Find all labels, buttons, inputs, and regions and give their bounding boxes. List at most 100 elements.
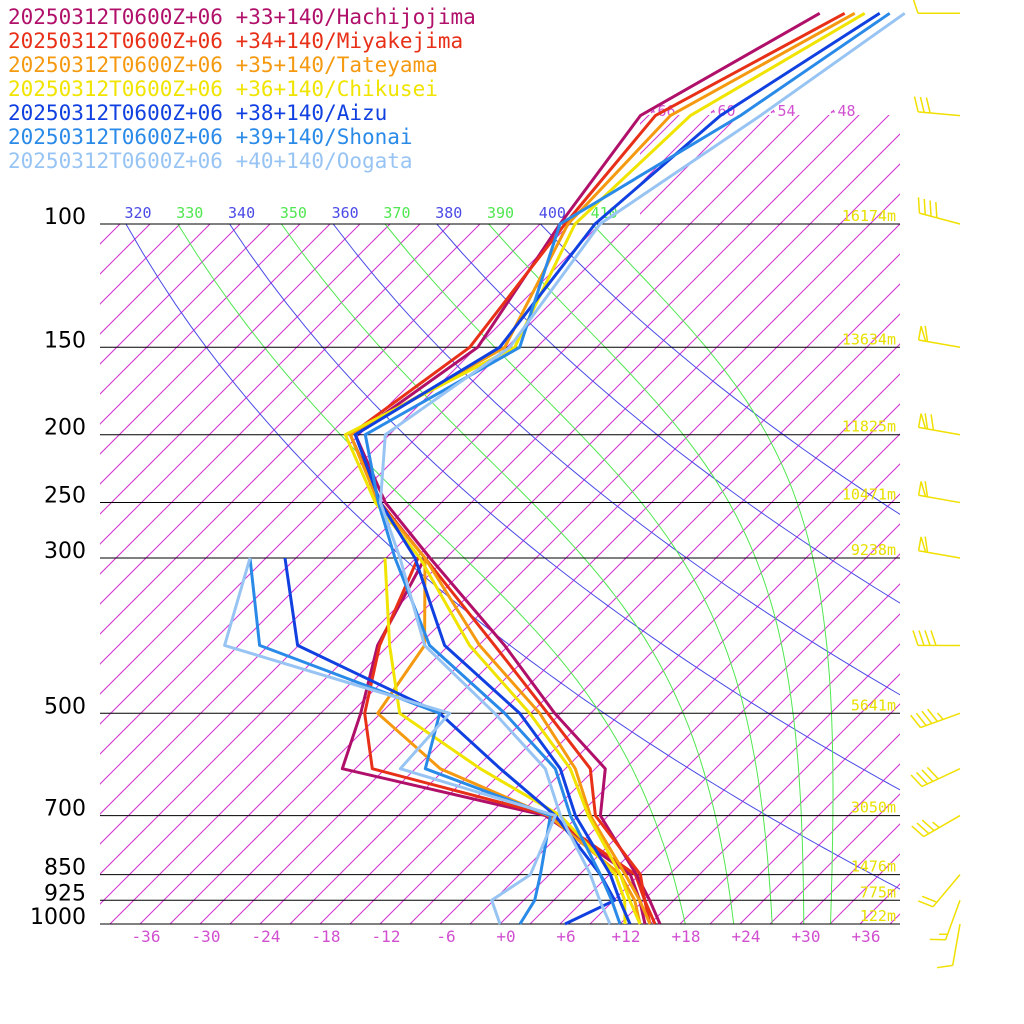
isotherm xyxy=(409,115,900,924)
y-tick-label: 850 xyxy=(44,856,86,881)
x-tick-label: +24 xyxy=(732,927,761,946)
x-tick-label: +18 xyxy=(672,927,701,946)
wind-barb xyxy=(917,536,961,559)
x-tick-label: -12 xyxy=(372,927,401,946)
wind-barb xyxy=(918,874,961,908)
isotherm xyxy=(499,115,900,924)
isotherm xyxy=(100,115,855,924)
x-tick-label: -18 xyxy=(312,927,341,946)
height-label: 775m xyxy=(860,883,896,901)
legend-entry: 20250312T0600Z+06 +36+140/Chikusei xyxy=(8,77,438,101)
isotherm xyxy=(100,115,900,924)
height-label: 3050m xyxy=(851,799,896,817)
legend-entry: 20250312T0600Z+06 +38+140/Aizu xyxy=(8,101,387,125)
x-tick-label: +36 xyxy=(852,927,881,946)
dry-adiabat-label: 360 xyxy=(332,204,359,222)
isotherm xyxy=(679,115,900,924)
wind-barb xyxy=(917,413,961,436)
isotherm xyxy=(100,115,795,924)
y-tick-label: 700 xyxy=(44,797,86,822)
y-tick-label: 925 xyxy=(44,881,86,906)
isotherm xyxy=(439,115,900,924)
height-label: 10471m xyxy=(842,486,896,504)
x-tick-label: +0 xyxy=(496,927,515,946)
wind-barb xyxy=(913,96,961,117)
dry-adiabat-label: 380 xyxy=(435,204,462,222)
dry-adiabat-label: 400 xyxy=(539,204,566,222)
isotherm xyxy=(529,115,900,924)
legend-entry: 20250312T0600Z+06 +39+140/Shonai xyxy=(8,125,413,149)
temperature-line xyxy=(353,11,821,925)
x-tick-label: -30 xyxy=(192,927,221,946)
isotherm xyxy=(889,115,900,924)
isotherm-label: -60 xyxy=(708,102,735,120)
y-tick-label: 250 xyxy=(44,484,86,509)
height-label: 16174m xyxy=(842,207,896,225)
wind-barb xyxy=(912,0,961,15)
isotherm xyxy=(829,115,900,924)
legend-entry: 20250312T0600Z+06 +40+140/Oogata xyxy=(8,149,413,173)
isotherm-tick xyxy=(770,109,775,114)
isotherm xyxy=(100,115,900,924)
isotherm-tick xyxy=(650,109,655,114)
dewpoint-line xyxy=(376,557,642,925)
x-tick-label: +12 xyxy=(612,927,641,946)
isotherm xyxy=(169,115,900,924)
temperature-line xyxy=(353,12,881,925)
wind-barb xyxy=(911,814,961,838)
height-label: 1476m xyxy=(851,858,896,876)
dewpoint-line xyxy=(383,557,627,925)
isotherm-tick xyxy=(830,109,835,114)
height-label: 11825m xyxy=(842,418,896,436)
isotherm-label: -54 xyxy=(768,102,795,120)
isotherm xyxy=(649,115,900,924)
dewpoint-line xyxy=(283,557,617,926)
legend-entry: 20250312T0600Z+06 +35+140/Tateyama xyxy=(8,53,438,77)
wind-barb xyxy=(910,708,961,729)
height-label: 13634m xyxy=(842,330,896,348)
isotherm xyxy=(469,115,900,924)
y-tick-label: 300 xyxy=(44,539,86,564)
isotherm xyxy=(739,115,900,924)
height-label: 122m xyxy=(860,907,896,925)
moist-adiabat xyxy=(177,224,686,924)
legend-entry: 20250312T0600Z+06 +33+140/Hachijojima xyxy=(8,5,476,29)
isotherm xyxy=(769,115,900,924)
moist-adiabat-label: 370 xyxy=(383,204,410,222)
isotherm xyxy=(589,115,900,924)
isotherm xyxy=(100,115,900,924)
y-tick-label: 1000 xyxy=(30,905,86,930)
y-tick-label: 500 xyxy=(44,694,86,719)
legend-entry: 20250312T0600Z+06 +34+140/Miyakejima xyxy=(8,29,463,53)
moist-adiabat xyxy=(591,224,834,924)
isotherm xyxy=(139,115,900,924)
isotherm xyxy=(379,115,900,924)
isotherm xyxy=(559,115,900,924)
moist-adiabat-label: 330 xyxy=(176,204,203,222)
moist-adiabat xyxy=(280,224,735,924)
dewpoint-line xyxy=(248,557,552,925)
wind-barb xyxy=(912,630,961,647)
moist-adiabat-label: 350 xyxy=(280,204,307,222)
y-tick-label: 150 xyxy=(44,328,86,353)
height-label: 9238m xyxy=(851,541,896,559)
x-tick-label: -36 xyxy=(132,927,161,946)
dry-adiabat xyxy=(540,224,900,515)
isotherm xyxy=(100,115,885,924)
y-tick-label: 100 xyxy=(44,205,86,230)
isotherm-label: -48 xyxy=(828,102,855,120)
x-tick-label: -6 xyxy=(436,927,455,946)
isotherm xyxy=(319,115,900,924)
isotherm xyxy=(619,115,900,924)
isotherm xyxy=(709,115,900,924)
x-tick-label: -24 xyxy=(252,927,281,946)
isotherm xyxy=(109,115,900,924)
dry-adiabat-label: 320 xyxy=(124,204,151,222)
wind-barb xyxy=(917,481,961,504)
isotherm-tick xyxy=(710,109,715,114)
wind-barb xyxy=(917,325,961,349)
dry-adiabat xyxy=(229,224,900,791)
